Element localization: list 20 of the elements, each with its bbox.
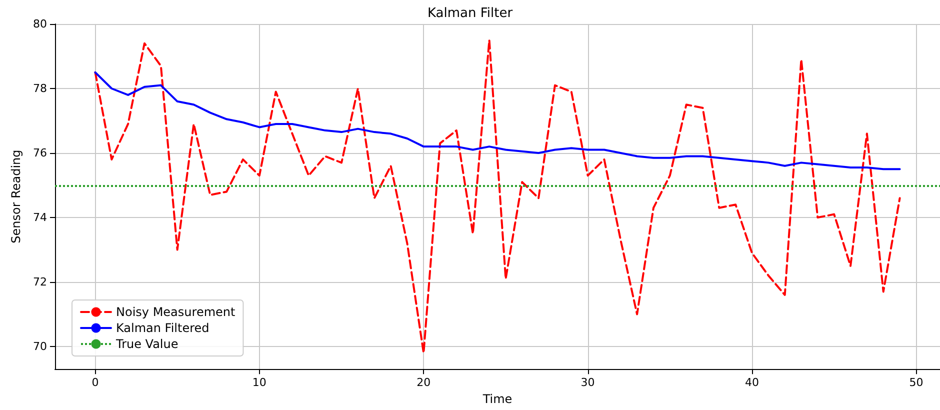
x-tick-label: 50 xyxy=(909,376,924,390)
y-tick-label: 80 xyxy=(33,18,47,30)
y-tick-label: 78 xyxy=(33,82,47,96)
y-tick-label: 72 xyxy=(33,276,47,289)
y-tick-label: 70 xyxy=(33,340,47,354)
x-tick-label: 30 xyxy=(580,376,595,390)
x-tick-label: 20 xyxy=(416,376,431,390)
y-tick-label: 74 xyxy=(33,211,47,224)
x-tick-label: 40 xyxy=(745,376,759,390)
legend-label: True Value xyxy=(115,337,178,351)
legend-label: Noisy Measurement xyxy=(116,305,236,319)
chart-title: Kalman Filter xyxy=(427,6,514,21)
line-series xyxy=(94,71,901,170)
y-tick-label: 76 xyxy=(33,146,47,160)
x-axis-title: Time xyxy=(482,392,512,406)
line-series xyxy=(94,39,901,354)
y-axis-title: Sensor Reading xyxy=(9,150,24,244)
x-tick-label: 0 xyxy=(92,376,99,390)
x-tick-label: 10 xyxy=(252,376,266,390)
legend-label: Kalman Filtered xyxy=(116,321,210,335)
